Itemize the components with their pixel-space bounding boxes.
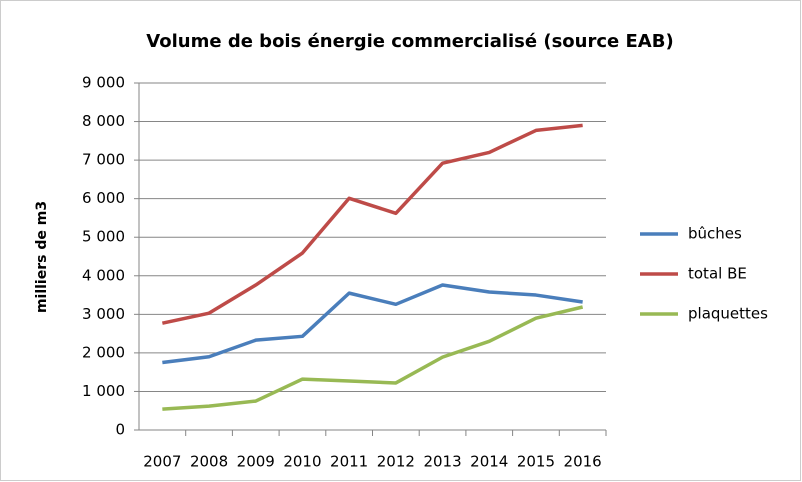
- y-tick-label: 6 000: [82, 189, 125, 207]
- y-tick-label: 0: [115, 421, 125, 439]
- x-tick-label: 2011: [330, 453, 368, 471]
- x-tick-label: 2014: [470, 453, 508, 471]
- x-tick-label: 2010: [283, 453, 321, 471]
- x-tick-label: 2016: [564, 453, 602, 471]
- x-tick-label: 2015: [517, 453, 555, 471]
- x-tick-label: 2008: [190, 453, 228, 471]
- y-tick-label: 3 000: [82, 305, 125, 323]
- y-tick-label: 5 000: [82, 228, 125, 246]
- y-tick-label: 1 000: [82, 382, 125, 400]
- y-axis-label: milliers de m3: [34, 201, 50, 313]
- chart-title: Volume de bois énergie commercialisé (so…: [146, 31, 673, 52]
- y-tick-label: 2 000: [82, 343, 125, 361]
- line-series: [162, 283, 583, 365]
- x-tick-label: 2013: [423, 453, 461, 471]
- y-tick-label: 9 000: [82, 74, 125, 92]
- x-tick-label: 2007: [143, 453, 181, 471]
- x-tick-label: 2009: [237, 453, 275, 471]
- legend-label: bûches: [688, 225, 742, 243]
- legend-label: plaquettes: [688, 305, 768, 323]
- y-tick-label: 7 000: [82, 151, 125, 169]
- y-tick-label: 4 000: [82, 266, 125, 284]
- y-tick-label: 8 000: [82, 112, 125, 130]
- legend-label: total BE: [688, 265, 747, 283]
- line-series: [161, 123, 583, 325]
- x-tick-label: 2012: [377, 453, 415, 471]
- line-series: [162, 305, 584, 411]
